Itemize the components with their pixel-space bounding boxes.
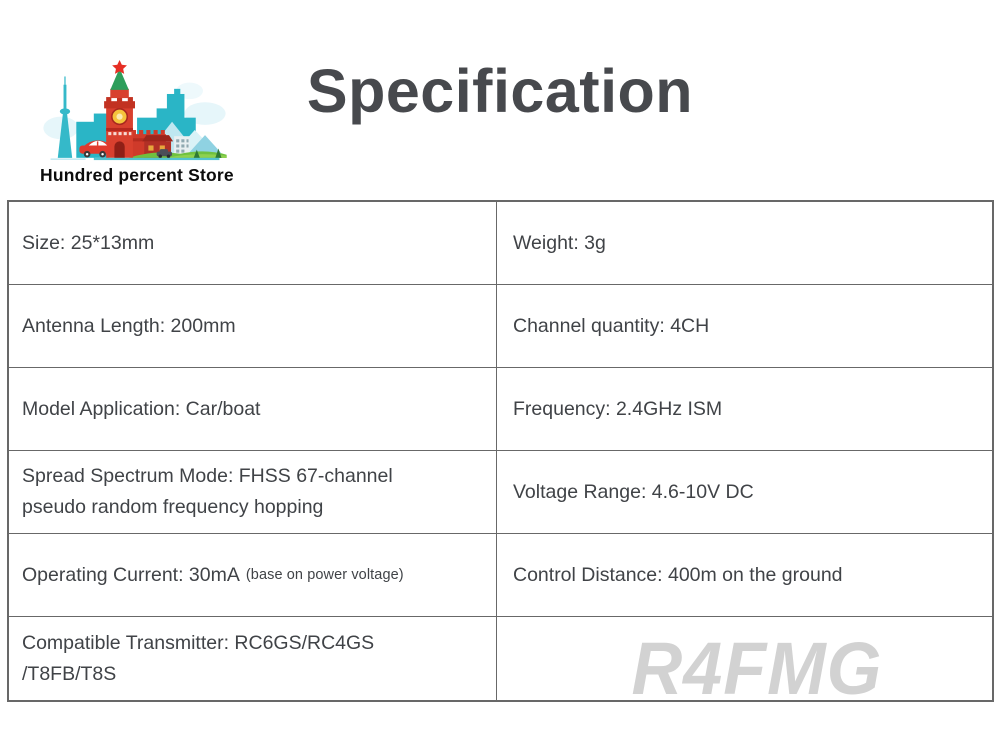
spec-text: Compatible Transmitter: RC6GS/RC4GS /T8F… bbox=[22, 631, 375, 685]
cell-weight: Weight: 3g bbox=[497, 202, 992, 285]
spec-text: Channel quantity: 4CH bbox=[513, 314, 710, 337]
cell-operating-current: Operating Current: 30mA (base on power v… bbox=[9, 534, 497, 617]
moscow-kremlin-cityscape-icon bbox=[43, 60, 227, 161]
store-name: Hundred percent Store bbox=[40, 165, 234, 185]
store-logo: Hundred percent Store bbox=[40, 60, 234, 186]
spec-text: Antenna Length: 200mm bbox=[22, 314, 236, 337]
spec-table: Size: 25*13mm Weight: 3g Antenna Length:… bbox=[7, 200, 994, 702]
cell-model-application: Model Application: Car/boat bbox=[9, 368, 497, 451]
spec-text: Voltage Range: 4.6-10V DC bbox=[513, 480, 754, 503]
cell-channel-quantity: Channel quantity: 4CH bbox=[497, 285, 992, 368]
spec-text: Spread Spectrum Mode: FHSS 67-channel ps… bbox=[22, 465, 393, 518]
spec-note: (base on power voltage) bbox=[245, 566, 404, 583]
spec-text: Control Distance: 400m on the ground bbox=[513, 563, 843, 586]
cell-compatible-transmitter: Compatible Transmitter: RC6GS/RC4GS /T8F… bbox=[9, 617, 497, 700]
cell-voltage-range: Voltage Range: 4.6-10V DC bbox=[497, 451, 992, 534]
brand-watermark: R4FMG bbox=[631, 627, 883, 701]
cell-frequency: Frequency: 2.4GHz ISM bbox=[497, 368, 992, 451]
spec-text: Operating Current: 30mA bbox=[22, 563, 240, 586]
spec-text: Model Application: Car/boat bbox=[22, 397, 261, 420]
cell-brand-watermark: R4FMG bbox=[497, 617, 992, 701]
spec-text: Frequency: 2.4GHz ISM bbox=[513, 397, 723, 420]
cell-spread-spectrum-mode: Spread Spectrum Mode: FHSS 67-channel ps… bbox=[9, 451, 497, 534]
page-title: Specification bbox=[306, 57, 694, 125]
spec-text: Weight: 3g bbox=[513, 231, 606, 254]
cell-size: Size: 25*13mm bbox=[9, 202, 497, 285]
spec-text: Size: 25*13mm bbox=[22, 231, 155, 254]
cell-control-distance: Control Distance: 400m on the ground bbox=[497, 534, 992, 617]
cell-antenna-length: Antenna Length: 200mm bbox=[9, 285, 497, 368]
